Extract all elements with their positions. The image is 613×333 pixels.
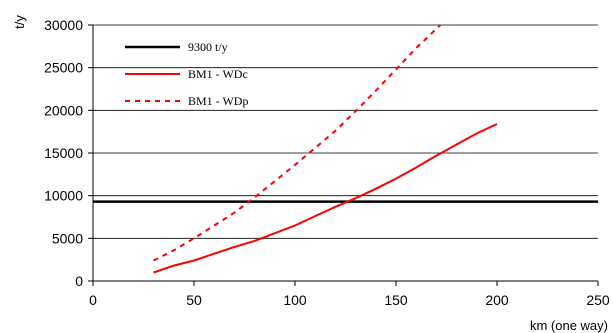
x-tick-label: 250 <box>586 292 610 308</box>
x-tick-label: 200 <box>485 292 509 308</box>
legend-label-1: 9300 t/y <box>188 40 228 54</box>
legend-label-2: BM1 - WDc <box>188 67 248 81</box>
y-tick-label: 30000 <box>44 17 83 33</box>
x-tick-label: 100 <box>283 292 307 308</box>
y-tick-label: 15000 <box>44 145 83 161</box>
series-line-3 <box>153 24 442 262</box>
x-tick-label: 150 <box>384 292 408 308</box>
y-tick-label: 25000 <box>44 60 83 76</box>
y-tick-label: 5000 <box>52 230 83 246</box>
y-axis-label: t/y <box>12 15 27 29</box>
gridlines <box>93 24 598 239</box>
y-tick-label: 20000 <box>44 102 83 118</box>
x-tick-label: 0 <box>89 292 97 308</box>
x-axis-label: km (one way) <box>530 318 608 333</box>
x-tick-label: 50 <box>186 292 202 308</box>
legend-label-3: BM1 - WDp <box>188 94 248 108</box>
series-lines <box>93 24 598 274</box>
y-tick-label: 0 <box>75 273 83 289</box>
legend: 9300 t/y BM1 - WDc BM1 - WDp <box>125 40 248 108</box>
y-tick-label: 10000 <box>44 188 83 204</box>
series-line-2 <box>153 123 498 274</box>
tick-labels: 0 5000 10000 15000 20000 25000 30000 0 50 100 150 2… <box>44 17 610 308</box>
